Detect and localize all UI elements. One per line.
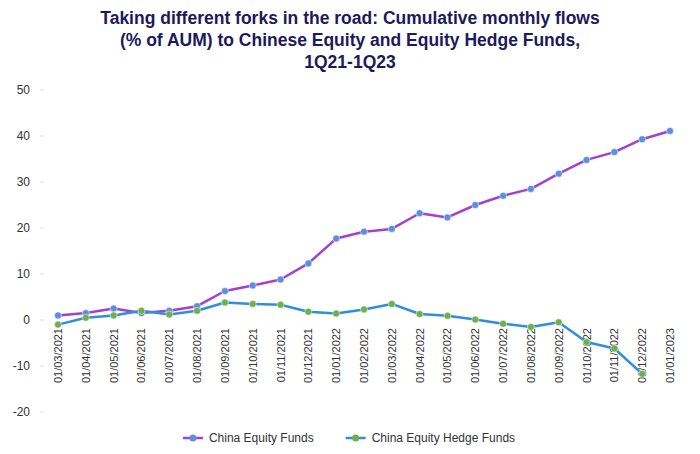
marker: [82, 314, 89, 321]
marker: [249, 282, 256, 289]
legend: China Equity Funds China Equity Hedge Fun…: [183, 431, 515, 445]
x-tick-label: 01/03/2022: [386, 328, 398, 383]
y-tick-label: 50: [17, 83, 31, 97]
marker: [444, 312, 451, 319]
y-tick: [40, 136, 44, 137]
x-tick-label: 01/12/2021: [302, 328, 314, 383]
title-line: 1Q21-1Q23: [304, 52, 396, 72]
marker: [277, 301, 284, 308]
x-tick-label: 01/09/2022: [553, 328, 565, 383]
legend-label: China Equity Funds: [209, 431, 314, 445]
marker: [110, 305, 117, 312]
x-tick-label: 01/09/2021: [219, 328, 231, 383]
x-tick-label: 01/12/2022: [636, 328, 648, 383]
marker: [305, 260, 312, 267]
x-tick-label: 01/07/2022: [497, 328, 509, 383]
title-line: (% of AUM) to Chinese Equity and Equity …: [120, 30, 580, 50]
marker: [583, 339, 590, 346]
y-tick-label: 40: [17, 129, 31, 143]
marker: [444, 214, 451, 221]
marker: [555, 319, 562, 326]
marker: [305, 308, 312, 315]
marker: [361, 228, 368, 235]
marker: [639, 136, 646, 143]
legend-marker: [189, 435, 196, 442]
x-tick-label: 01/08/2021: [191, 328, 203, 383]
marker: [416, 311, 423, 318]
x-tick-label: 01/10/2022: [581, 328, 593, 383]
marker: [639, 370, 646, 377]
series-line: [58, 303, 642, 374]
x-tick-label: 01/05/2022: [441, 328, 453, 383]
marker: [138, 307, 145, 314]
y-tick: [40, 274, 44, 275]
x-tick-label: 01/10/2021: [247, 328, 259, 383]
marker: [472, 202, 479, 209]
marker: [527, 323, 534, 330]
y-tick: [40, 90, 44, 91]
x-tick-label: 01/05/2021: [108, 328, 120, 383]
marker: [611, 149, 618, 156]
y-tick: [40, 366, 44, 367]
x-tick-label: 01/08/2022: [525, 328, 537, 383]
marker: [667, 127, 674, 134]
x-tick-label: 01/02/2022: [358, 328, 370, 383]
x-tick-label: 01/11/2022: [608, 328, 620, 382]
x-tick-label: 01/04/2022: [414, 328, 426, 383]
x-tick-label: 01/06/2021: [135, 328, 147, 383]
marker: [611, 345, 618, 352]
y-tick-label: -10: [13, 359, 31, 373]
marker: [500, 192, 507, 199]
x-tick-label: 01/07/2021: [163, 328, 175, 383]
x-tick-label: 01/04/2021: [80, 328, 92, 383]
marker: [500, 320, 507, 327]
marker: [221, 288, 228, 295]
y-tick-label: 30: [17, 175, 31, 189]
marker: [583, 156, 590, 163]
y-tick-label: 20: [17, 221, 31, 235]
marker: [555, 170, 562, 177]
series-line: [58, 131, 670, 315]
y-tick: [40, 182, 44, 183]
marker: [472, 316, 479, 323]
marker: [166, 311, 173, 318]
x-tick-label: 01/01/2022: [330, 328, 342, 383]
marker: [361, 306, 368, 313]
x-tick-label: 01/01/2023: [664, 328, 676, 383]
y-tick-label: 0: [23, 313, 30, 327]
marker: [333, 310, 340, 317]
marker: [333, 235, 340, 242]
marker: [194, 307, 201, 314]
y-tick-label: -20: [13, 405, 31, 419]
marker: [277, 276, 284, 283]
marker: [527, 185, 534, 192]
marker: [416, 210, 423, 217]
y-tick: [40, 412, 44, 413]
marker: [221, 299, 228, 306]
marker: [388, 225, 395, 232]
y-tick-label: 10: [17, 267, 31, 281]
marker: [388, 300, 395, 307]
chart: Taking different forks in the road: Cumu…: [0, 0, 700, 454]
x-tick-label: 01/03/2021: [52, 328, 64, 383]
marker: [55, 312, 62, 319]
y-tick: [40, 320, 44, 321]
legend-label: China Equity Hedge Funds: [372, 431, 515, 445]
marker: [110, 312, 117, 319]
x-tick-label: 01/11/2021: [275, 328, 287, 382]
y-tick: [40, 228, 44, 229]
marker: [249, 300, 256, 307]
x-tick-label: 01/06/2022: [469, 328, 481, 383]
title-line: Taking different forks in the road: Cumu…: [100, 8, 600, 28]
legend-marker: [352, 435, 359, 442]
plot-area: [55, 127, 674, 377]
marker: [55, 321, 62, 328]
title: Taking different forks in the road: Cumu…: [100, 8, 600, 72]
